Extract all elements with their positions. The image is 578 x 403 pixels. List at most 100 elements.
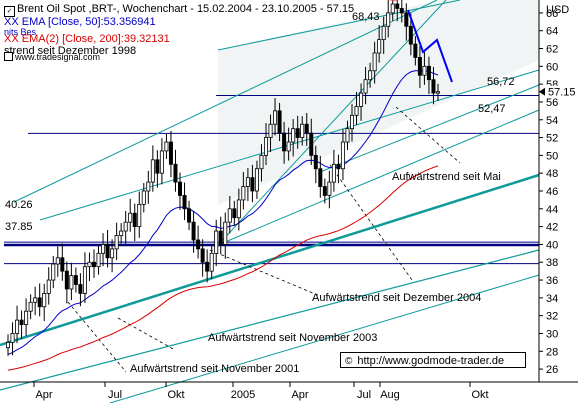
candle [286,127,291,161]
candle [273,98,278,136]
y-tick-label: 46 [546,186,558,198]
x-tick-label: Jul [357,389,371,401]
candle-body [10,333,15,343]
candle-body [82,266,87,294]
y-tick-label: 34 [546,293,558,305]
ema200-legend: XX EMA(2) [Close, 200]:39.32131 [4,33,170,45]
candle [413,36,418,66]
last-price-label: 57.15 [548,87,576,99]
candle-body [105,244,110,259]
candle-body [250,177,255,192]
candle-body [164,141,169,152]
y-axis-label: USD [546,4,569,16]
candle [177,172,182,210]
candle [128,198,133,232]
candle-body [241,186,246,201]
last-price-pointer [539,87,545,96]
candle [137,191,142,238]
checkbox-icon[interactable] [4,52,13,61]
candle [241,172,246,210]
candle [263,123,268,165]
dashed-ray [395,106,461,164]
candle [96,245,101,275]
candle [168,130,173,178]
candle [372,41,377,84]
x-tick-label: Okt [167,389,184,401]
last-price-box [540,85,577,98]
candle [386,0,391,38]
copyright-text: http://www.godmode-trader.de [357,355,505,367]
candle-body [196,239,201,250]
candle [422,51,427,85]
candle [363,66,368,105]
candle-body [422,65,427,76]
candle-body [24,310,29,325]
candle [42,283,47,322]
candle [87,252,92,282]
checkbox-icon[interactable]: ✓ [4,6,15,17]
candle-body [431,79,436,94]
candle-body [141,190,146,205]
candle [182,182,187,221]
candle-body [263,137,268,156]
y-tick-label: 52 [546,133,558,145]
candle-body [363,79,368,94]
candle-body [309,132,314,156]
candle [291,119,296,157]
candle [146,170,151,204]
candle [119,223,124,244]
candle-body [340,141,345,170]
candle-body [327,181,332,196]
level-label: 68,43 [352,11,380,23]
ema50-legend: XX EMA [Close, 50]:53.356941 [4,16,156,28]
candle-body [159,150,164,174]
candle-body [254,168,259,192]
trend-line [217,0,461,51]
candle [19,310,24,339]
trend-annotation: Aufwärtstrend seit Dezember 2004 [312,292,481,304]
candle [37,283,42,317]
candle [250,164,255,203]
y-tick-label: 48 [546,168,558,180]
candle-body [209,252,214,272]
candle-body [33,297,38,303]
candle-body [155,159,160,174]
candle-body [191,221,196,241]
trend-annotation: Aufwärtstrend seit Mai [392,171,501,183]
x-tick-label: Okt [471,389,488,401]
candle [259,144,264,182]
candle-body [46,279,51,294]
candle [82,252,87,304]
candle [105,230,110,268]
trend-legend: strend seit Dezember 1998 [4,45,136,57]
x-tick-label: Apr [291,389,308,401]
copyright-box[interactable]: © http://www.godmode-trader.de [340,352,526,368]
candle [218,216,223,255]
y-tick-label: 62 [546,44,558,56]
candle [435,83,440,102]
candle-body [245,177,250,187]
candle [431,66,436,105]
level-label: 37.85 [5,221,33,233]
candle-body [300,123,305,138]
candle [318,155,323,198]
candle-body [96,252,101,268]
y-tick-label: 54 [546,115,558,127]
candle-body [318,168,323,187]
candle [69,262,74,301]
candle-body [55,257,60,265]
trend-line [0,249,540,391]
y-tick-label: 36 [546,275,558,287]
trend-line [217,109,540,246]
forecast-path [407,9,453,83]
channel-shading [218,0,539,205]
legend-fragment-text: nits Bes [4,27,37,37]
candle [368,62,373,88]
ema50-line [7,70,439,355]
candle-body [399,8,404,14]
candle [304,112,309,146]
candle [46,267,51,305]
candle-body [336,163,341,170]
candle [223,212,228,259]
candle-body [354,106,359,116]
